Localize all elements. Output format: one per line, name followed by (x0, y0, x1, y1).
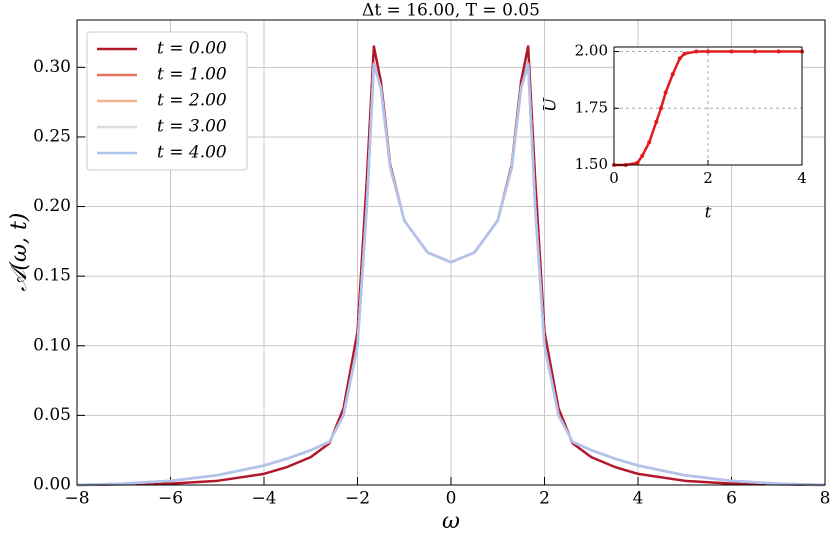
chart-title: Δt = 16.00, T = 0.05 (362, 1, 540, 21)
y-axis-label: 𝒜(ω, t) (7, 213, 32, 292)
data-point (663, 90, 668, 95)
data-point (654, 119, 659, 124)
x-axis-label: ω (442, 509, 460, 534)
plot-frame (76, 19, 826, 486)
y-tick-label: 0.00 (33, 475, 71, 495)
legend-label: t = 3.00 (157, 117, 227, 137)
plot-frame (613, 46, 803, 166)
data-point (694, 49, 699, 54)
x-tick-label: 0 (446, 489, 457, 509)
x-tick-label: 8 (820, 489, 830, 509)
x-tick-label: −4 (251, 489, 276, 509)
line-series (76, 63, 826, 487)
x-tick-label: 4 (633, 489, 644, 509)
inset-background (614, 47, 802, 165)
legend-label: t = 4.00 (157, 143, 227, 163)
data-point (640, 153, 645, 158)
data-point (647, 140, 652, 145)
x-tick-label: −8 (64, 489, 89, 509)
data-point (682, 51, 687, 56)
legend-label: t = 2.00 (157, 91, 227, 111)
data-point (677, 56, 682, 61)
x-tick-label: −6 (158, 489, 183, 509)
inset-y-axis-label: U (541, 97, 561, 112)
x-tick-label: 0 (609, 169, 619, 187)
y-tick-label: 0.30 (33, 57, 71, 77)
x-tick-label: −2 (345, 489, 370, 509)
y-tick-label: 0.05 (33, 405, 71, 425)
y-tick-label: 1.75 (575, 98, 608, 116)
inset-x-axis-label: t (705, 203, 712, 223)
y-tick-label: 2.00 (575, 42, 608, 60)
data-point (753, 49, 757, 54)
legend-label: t = 1.00 (157, 65, 227, 85)
legend-box (86, 31, 248, 171)
data-point (635, 160, 640, 165)
data-point (706, 49, 710, 54)
legend-label: t = 0.00 (157, 39, 227, 59)
x-tick-label: 2 (703, 169, 713, 187)
y-tick-label: 1.50 (575, 155, 608, 173)
y-tick-label: 0.10 (33, 335, 71, 355)
data-point (776, 49, 781, 54)
y-tick-label: 0.25 (33, 126, 71, 146)
x-tick-label: 6 (726, 489, 737, 509)
x-tick-label: 4 (797, 169, 807, 187)
data-point (670, 72, 675, 77)
data-point (659, 106, 663, 111)
y-tick-label: 0.20 (33, 196, 71, 216)
data-point (729, 49, 734, 54)
x-tick-label: 2 (539, 489, 550, 509)
y-tick-label: 0.15 (33, 266, 71, 286)
